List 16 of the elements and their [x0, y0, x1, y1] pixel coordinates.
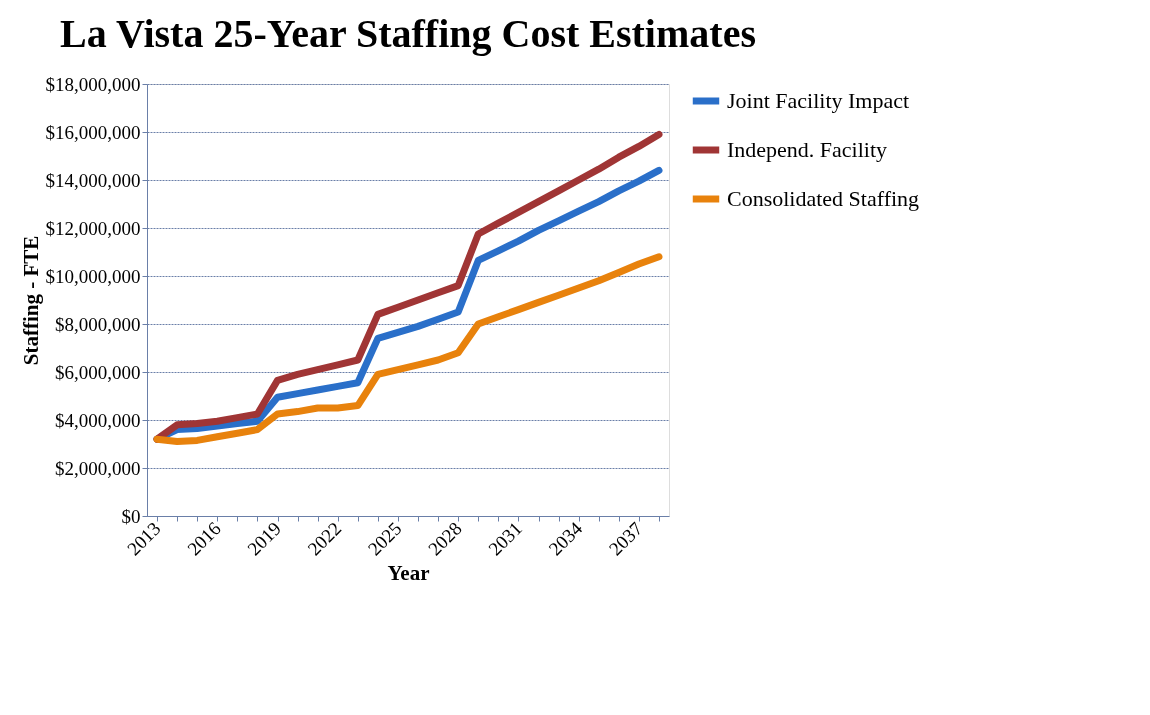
legend-label: Joint Facility Impact	[727, 88, 910, 113]
legend-label: Consolidated Staffing	[727, 186, 920, 211]
y-tick-label: $14,000,000	[45, 169, 141, 191]
y-tick-label: $16,000,000	[45, 121, 141, 143]
y-tick-label: $6,000,000	[55, 361, 141, 383]
y-tick-label: $10,000,000	[45, 265, 141, 287]
y-tick-label: $0	[121, 505, 141, 527]
y-tick-label: $8,000,000	[55, 313, 141, 335]
x-axis-title: Year	[387, 561, 430, 586]
y-tick-label: $2,000,000	[55, 457, 141, 479]
y-tick-label: $18,000,000	[45, 73, 141, 95]
y-axis-title: Staffing - FTE	[18, 235, 43, 366]
chart-title: La Vista 25-Year Staffing Cost Estimates	[60, 11, 756, 56]
legend-label: Independ. Facility	[727, 137, 888, 162]
y-tick-label: $12,000,000	[45, 217, 141, 239]
y-tick-label: $4,000,000	[55, 409, 141, 431]
